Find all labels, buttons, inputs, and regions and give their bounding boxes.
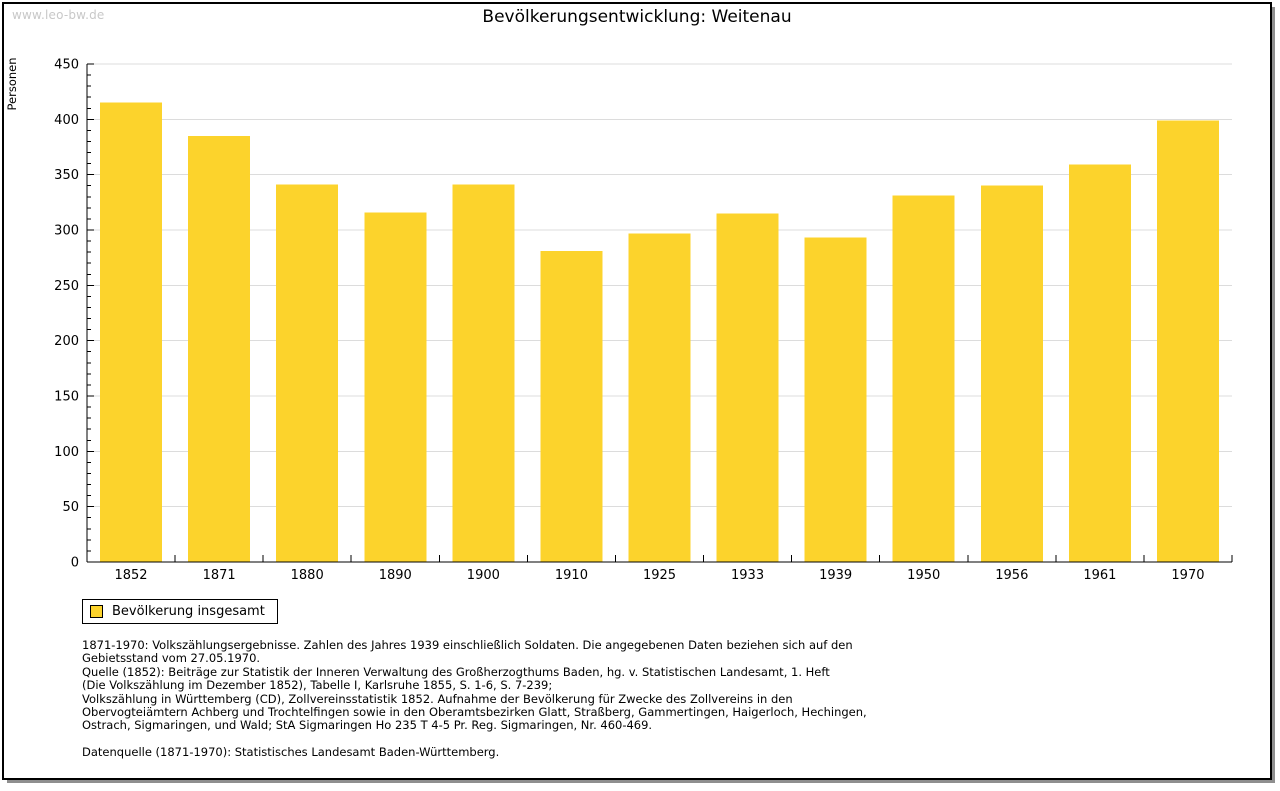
y-tick-label: 150: [54, 390, 79, 405]
x-tick-label: 1890: [379, 568, 412, 583]
x-tick-label: 1933: [731, 568, 764, 583]
y-tick-label: 400: [54, 113, 79, 128]
y-tick-label: 200: [54, 334, 79, 349]
footnote-line: 1871-1970: Volkszählungsergebnisse. Zahl…: [82, 638, 853, 652]
bar-1852: [100, 102, 162, 562]
bar-1925: [628, 233, 691, 563]
y-tick-label: 350: [54, 168, 79, 183]
x-tick-label: 1900: [467, 568, 500, 583]
y-axis-label: Personen: [5, 57, 19, 110]
x-tick-label: 1956: [995, 568, 1028, 583]
footnote-line: Volkszählung in Württemberg (CD), Zollve…: [82, 691, 793, 706]
x-tick-label: 1939: [819, 568, 852, 583]
bar-1910: [540, 251, 603, 562]
footnote-line: Obervogteiämtern Achberg und Trochtelfin…: [82, 705, 867, 720]
datasource-line: Datenquelle (1871-1970): Statistisches L…: [82, 744, 500, 759]
footnotes: 1871-1970: Volkszählungsergebnisse. Zahl…: [82, 638, 867, 759]
y-tick-label: 100: [54, 445, 79, 460]
footnote-line: Quelle (1852): Beiträge zur Statistik de…: [82, 664, 830, 679]
footnote-line: Ostrach, Sigmaringen, und Wald; StA Sigm…: [82, 718, 653, 733]
y-tick-label: 50: [62, 500, 79, 515]
x-tick-label: 1852: [114, 568, 147, 583]
y-tick-label: 250: [54, 279, 79, 294]
bar-1900: [452, 184, 515, 562]
bar-1950: [892, 195, 955, 562]
bar-1939: [804, 237, 867, 562]
bar-1880: [276, 184, 339, 562]
x-tick-label: 1910: [555, 568, 588, 583]
x-tick-label: 1970: [1171, 568, 1204, 583]
chart-title: Bevölkerungsentwicklung: Weitenau: [482, 7, 792, 27]
bar-1956: [980, 185, 1043, 562]
x-tick-label: 1950: [907, 568, 940, 583]
legend-label: Bevölkerung insgesamt: [112, 604, 265, 619]
bar-1871: [188, 135, 251, 562]
bar-1970: [1157, 120, 1219, 563]
bar-1890: [364, 212, 427, 563]
footnote-line: Gebietsstand vom 27.05.1970.: [82, 651, 261, 666]
bar-1933: [716, 213, 779, 562]
footnote-line: (Die Volkszählung im Dezember 1852), Tab…: [82, 678, 553, 693]
bar-1961: [1068, 164, 1131, 562]
y-tick-label: 450: [54, 58, 79, 73]
x-tick-label: 1961: [1083, 568, 1116, 583]
site-watermark: www.leo-bw.de: [12, 8, 105, 22]
y-tick-label: 0: [71, 556, 79, 571]
bar-chart-canvas: 0 50 100 150 200 250 300 350 400 450 1852 1871 1880 1…: [5, 57, 1233, 583]
y-tick-label: 300: [54, 224, 79, 239]
x-tick-label: 1880: [291, 568, 324, 583]
legend: Bevölkerung insgesamt: [82, 599, 278, 624]
x-tick-label: 1925: [643, 568, 676, 583]
x-tick-label: 1871: [203, 568, 236, 583]
page-frame: www.leo-bw.de Bevölkerungsentwicklung: W…: [2, 2, 1272, 780]
legend-swatch-icon: [90, 605, 103, 618]
